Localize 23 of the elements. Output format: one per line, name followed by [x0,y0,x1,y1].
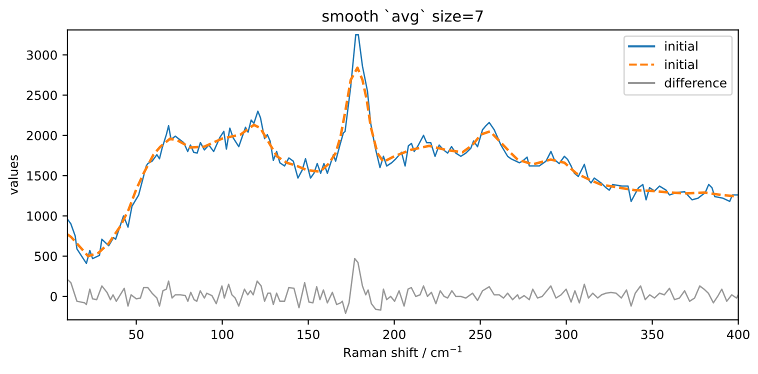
y-tick-label: 1000 [27,211,57,221]
y-axis-title: values [8,155,18,195]
x-tick-label: 400 [726,330,750,340]
legend-label: initial [665,60,698,70]
legend-label: initial [665,41,698,51]
x-tick-label: 350 [641,330,664,340]
x-tick-label: 250 [469,330,492,340]
y-tick-label: 0 [50,292,57,302]
y-tick-label: 1500 [27,171,57,181]
x-axis-title: Raman shift / cm$^{−1}$ [344,346,462,358]
x-tick-label: 150 [298,330,320,340]
x-tick-label: 300 [555,330,578,340]
y-tick-label: 2000 [26,130,57,140]
y-tick-label: 3000 [26,50,57,60]
legend-label: difference [664,78,726,88]
line-series [67,258,738,314]
x-tick-label: 50 [129,330,144,340]
x-tick-label: 200 [383,330,406,340]
y-tick-label: 500 [34,252,57,262]
chart-title: smooth `avg` size=7 [322,9,483,25]
y-tick-label: 2500 [26,90,57,100]
x-tick-label: 100 [212,330,234,340]
line-series [67,34,738,264]
